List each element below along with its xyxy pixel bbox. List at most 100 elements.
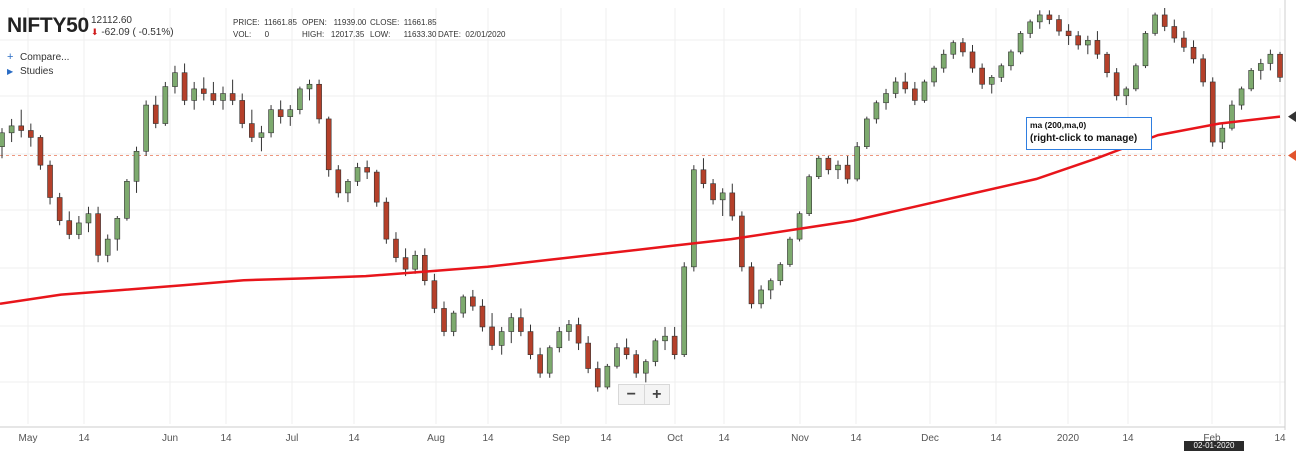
candle-body [623,347,630,355]
candle-body [643,361,649,374]
grid-lines [0,0,1286,430]
candle-body [594,368,601,388]
candle-body [66,220,73,235]
candle-body [297,88,303,110]
x-tick-label: Aug [427,433,445,444]
candle-body [556,331,563,349]
candle-body [1257,63,1264,71]
candle-body [1104,53,1110,74]
candle-body [652,340,659,362]
candle-body [402,257,409,270]
crosshair-date-badge: 02-01-2020 [1184,441,1244,451]
candle-body [498,331,505,346]
candle-body [95,213,101,256]
candle-body [1085,40,1091,46]
triangle-right-icon: ▶ [7,67,14,76]
candle-body [892,81,899,94]
candle-body [1094,40,1101,55]
candle-body [412,254,418,270]
candle-body [364,167,370,173]
candle-body [393,238,399,258]
candle-body [172,72,178,87]
ma-marker [1288,111,1296,122]
candle-body [825,157,832,171]
candle-body [181,72,188,101]
x-tick-label: Feb [1203,433,1221,444]
candle-body [1152,14,1158,34]
candle-body [0,132,5,147]
candle-body [787,238,793,265]
candle-body [470,296,476,307]
candle-body [883,93,889,104]
ma-200-line[interactable] [0,115,1281,306]
x-tick-label: 14 [1122,433,1134,444]
x-tick-label: 14 [220,433,232,444]
candle-body [835,164,841,171]
candle-body [345,181,351,194]
candle-body [527,331,534,355]
candle-body [268,109,274,134]
candle-body [431,280,438,309]
study-tooltip[interactable]: ma (200,ma,0) (right-click to manage) [1026,117,1152,150]
candle-body [758,289,764,305]
candle-body [162,86,169,124]
candle-body [902,81,909,90]
candle-body [489,326,495,346]
x-tick-label: 14 [1274,433,1286,444]
symbol-label: NIFTY50 [7,14,89,37]
tooltip-study-name: ma (200,ma,0) [1030,120,1087,130]
candle-body [969,51,976,69]
candle-body [306,83,313,90]
candle-body [76,222,82,235]
candle-body [1171,26,1178,39]
candle-body [979,67,985,85]
candle-body [1046,14,1053,20]
candle-body [450,312,457,332]
price-change: ⬇ -62.09 ( -0.51%) [91,27,174,38]
candle-body [316,83,322,120]
candle-body [585,342,591,369]
candle-body [1075,35,1082,46]
zoom-in-button[interactable]: + [643,385,670,404]
candle-body [815,157,822,178]
candle-body [1056,19,1062,32]
candle-body [373,171,380,203]
candle-body [133,150,140,182]
candle-body [950,42,957,55]
change-value: -62.09 ( -0.51%) [101,27,174,38]
stat-price: PRICE: 11661.85 [233,18,297,27]
candle-body [662,335,668,342]
candle-body [873,102,880,120]
candle-body [960,42,966,53]
candle-body [537,354,543,374]
candle-body [220,93,226,101]
candle-body [1267,53,1274,64]
stat-low: LOW: 11633.30 [370,30,437,39]
compare-button[interactable]: + Compare... [7,51,70,63]
candle-body [575,324,582,344]
candle-body [767,280,774,291]
candle-body [921,81,928,101]
candle-body [614,347,620,367]
candle-body [249,123,255,138]
x-tick-label: 14 [718,433,730,444]
zoom-control: − + [618,384,670,405]
candle-body [8,125,15,134]
candle-body [287,109,294,117]
candle-body [748,266,755,305]
x-tick-label: 14 [850,433,862,444]
zoom-out-button[interactable]: − [626,386,636,403]
candle-body [1133,65,1139,90]
candle-body [1190,46,1197,60]
candle-body [441,308,447,332]
candle-body [47,164,53,198]
studies-button[interactable]: ▶ Studies [7,66,54,77]
candles-layer [0,8,1283,392]
candle-body [700,169,707,184]
candle-body [479,305,486,328]
candle-body [1229,104,1235,129]
candle-body [1238,88,1245,106]
candle-body [1142,33,1149,67]
candle-body [864,118,870,147]
